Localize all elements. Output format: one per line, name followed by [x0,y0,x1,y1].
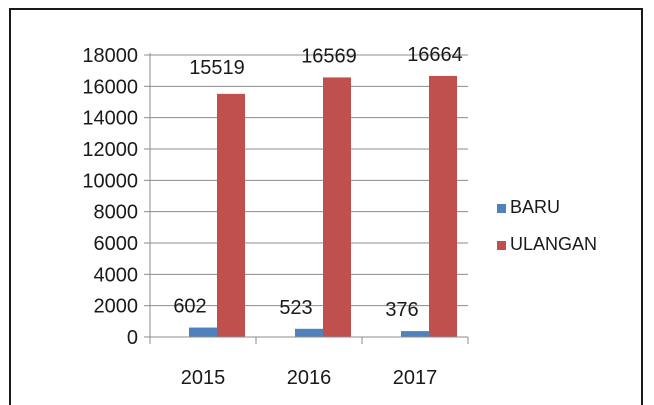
data-label-baru-2016: 523 [279,297,312,319]
y-tick-label: 16000 [82,76,138,98]
legend-swatch-ulangan [497,241,506,250]
bars [189,75,457,337]
y-tick-label: 8000 [94,202,139,224]
data-label-baru-2015: 602 [173,296,206,318]
axes [144,53,469,344]
legend: BARU ULANGAN [497,197,597,254]
bar-ulangan-2017 [429,75,457,337]
bar-ulangan-2015 [217,93,245,337]
data-label-ulangan-2015: 15519 [189,57,245,79]
bar-baru-2017 [401,331,429,337]
x-tick-label: 2017 [393,367,438,389]
y-tick-label: 12000 [82,139,138,161]
y-tick-label: 18000 [82,45,138,67]
y-tick-label: 6000 [94,233,139,255]
data-label-ulangan-2017: 16664 [407,44,463,66]
x-tick-label: 2015 [181,367,226,389]
y-tick-label: 14000 [82,108,138,130]
bar-ulangan-2016 [323,77,351,337]
legend-swatch-baru [497,204,506,213]
y-tick-label: 2000 [94,296,139,318]
bar-baru-2016 [295,328,323,337]
data-label-ulangan-2016: 16569 [301,45,357,67]
y-tick-label: 10000 [82,170,138,192]
y-tick-label: 4000 [94,264,139,286]
legend-label-ulangan: ULANGAN [510,234,597,254]
data-labels: 602 15519 523 16569 376 16664 [173,44,463,321]
x-tick-label: 2016 [287,367,332,389]
x-tick-labels: 2015 2016 2017 [181,367,438,389]
gridlines [150,54,468,307]
legend-label-baru: BARU [510,197,560,217]
y-tick-label: 0 [127,327,138,349]
y-tick-labels: 0 2000 4000 6000 8000 10000 12000 14000 16000 180… [82,45,138,349]
bar-baru-2015 [189,327,217,337]
data-label-baru-2017: 376 [385,299,418,321]
